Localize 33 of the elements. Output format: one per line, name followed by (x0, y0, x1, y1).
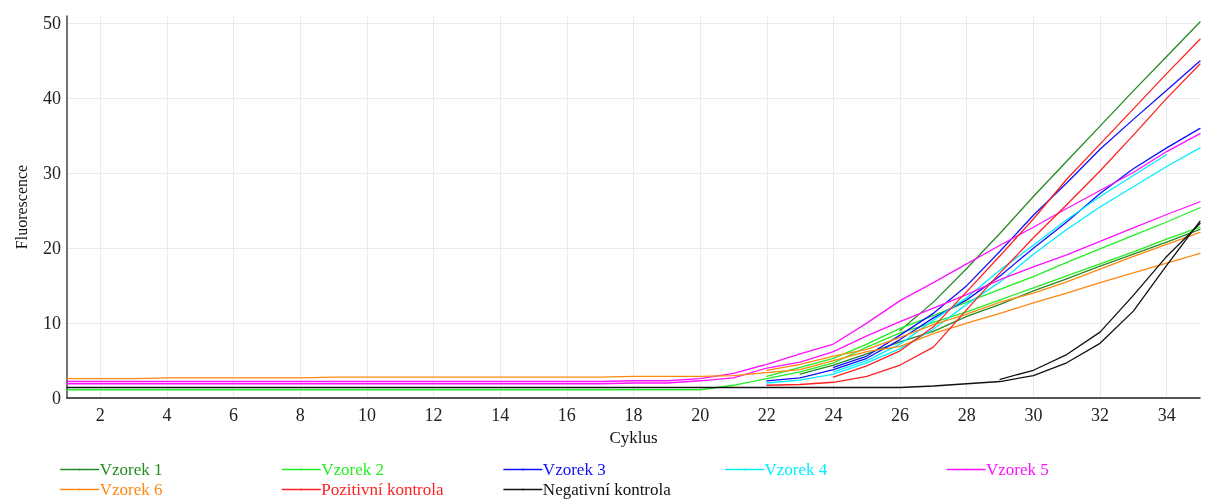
legend-label: Vzorek 2 (321, 460, 385, 479)
legend-label: Vzorek 5 (986, 460, 1049, 479)
y-tick-label: 10 (43, 313, 61, 334)
y-tick-label: 30 (43, 163, 61, 184)
x-tick-label: 8 (295, 405, 305, 425)
x-tick-label: 34 (1157, 405, 1176, 425)
legend-label: Vzorek 1 (99, 460, 163, 479)
y-tick-label: 0 (52, 388, 61, 408)
legend-label: Vzorek 4 (764, 460, 828, 479)
x-tick-label: 28 (957, 405, 976, 425)
x-tick-label: 16 (557, 405, 576, 425)
x-tick-label: 22 (757, 405, 776, 425)
y-tick-label: 40 (43, 88, 61, 109)
x-tick-label: 24 (824, 405, 843, 425)
x-tick-label: 14 (491, 405, 510, 425)
x-tick-label: 26 (891, 405, 910, 425)
x-tick-label: 10 (357, 405, 376, 425)
legend-label: Vzorek 6 (99, 480, 163, 499)
x-tick-label: 30 (1024, 405, 1043, 425)
y-tick-label: 50 (43, 13, 61, 34)
x-tick-label: 20 (691, 405, 710, 425)
legend-label: Vzorek 3 (542, 460, 606, 479)
x-tick-label: 18 (624, 405, 643, 425)
legend-label: Negativní kontrola (542, 480, 672, 499)
x-tick-label: 32 (1091, 405, 1110, 425)
x-tick-label: 4 (162, 405, 172, 425)
x-tick-label: 6 (229, 405, 239, 425)
y-tick-label: 20 (43, 238, 61, 259)
legend-label: Pozitivní kontrola (321, 480, 444, 499)
y-axis-title: Fluorescence (12, 164, 30, 250)
x-tick-label: 12 (424, 405, 443, 425)
x-tick-label: 2 (95, 405, 105, 425)
x-axis-title: Cyklus (609, 427, 658, 447)
